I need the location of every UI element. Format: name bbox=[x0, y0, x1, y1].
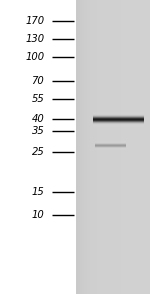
Text: 15: 15 bbox=[32, 187, 44, 197]
Text: 70: 70 bbox=[32, 76, 44, 86]
Text: 35: 35 bbox=[32, 126, 44, 136]
Text: 25: 25 bbox=[32, 147, 44, 157]
Text: 40: 40 bbox=[32, 114, 44, 124]
Text: 100: 100 bbox=[25, 52, 44, 62]
Text: 10: 10 bbox=[32, 210, 44, 220]
Text: 55: 55 bbox=[32, 94, 44, 104]
Text: 170: 170 bbox=[25, 16, 44, 26]
Text: 130: 130 bbox=[25, 34, 44, 44]
